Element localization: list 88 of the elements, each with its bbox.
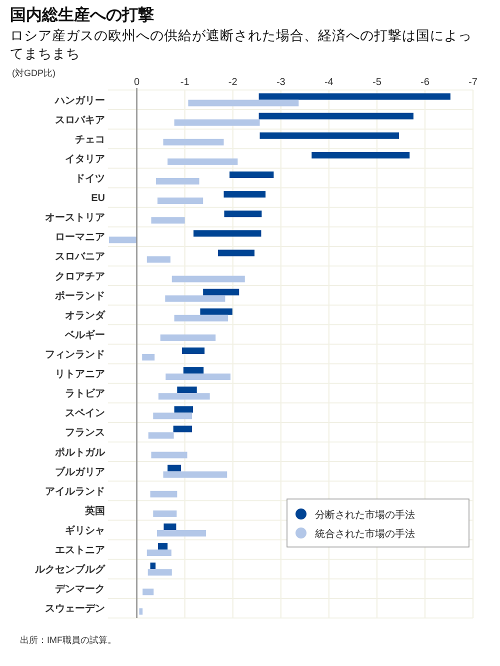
y-tick-label: フィンランド — [45, 350, 105, 360]
y-tick-label: ギリシャ — [65, 524, 105, 536]
x-tick-label: -5 — [372, 77, 382, 88]
y-tick-label: クロアチア — [55, 271, 105, 282]
y-tick-label: オーストリア — [45, 212, 105, 224]
bar — [258, 112, 414, 120]
y-tick-label: 英国 — [84, 504, 105, 517]
y-tick-label: ハンガリー — [54, 95, 105, 106]
bar — [174, 406, 194, 413]
y-tick-label: ローマニア — [55, 232, 105, 244]
y-tick-label: ドイツ — [75, 174, 105, 184]
bar — [165, 295, 226, 302]
bar — [146, 550, 172, 556]
bar — [150, 562, 156, 570]
bar — [183, 367, 204, 374]
text: (対GDP比) — [12, 68, 56, 78]
x-tick-label: -1 — [180, 77, 190, 88]
bar — [142, 588, 154, 596]
bar — [148, 432, 174, 439]
y-tick-label: ポルトガル — [54, 447, 106, 458]
bar — [168, 158, 238, 165]
y-tick-label: スウェーデン — [45, 604, 105, 615]
bar — [164, 524, 176, 530]
y-tick-label: オランダ — [65, 309, 106, 322]
y-tick-label: アイルランド — [45, 486, 105, 498]
y-tick-label: ラトビア — [65, 388, 105, 400]
bar — [312, 152, 410, 158]
y-tick-label: スロバキア — [55, 114, 105, 126]
y-tick-label: フランス — [65, 428, 105, 439]
bar — [168, 464, 181, 472]
bar — [156, 178, 200, 184]
y-tick-label: ルクセンブルグ — [34, 564, 106, 576]
bar — [258, 93, 450, 100]
bar — [142, 354, 155, 360]
x-tick-label: 0 — [134, 77, 140, 88]
chart-subtitle: ロシア産ガスの欧州への供給が遮断された場合、経済への打撃は国によってまちまち — [10, 28, 472, 61]
text: 出所：IMF職員の試算。 — [20, 635, 116, 645]
bar — [182, 348, 205, 354]
bar — [173, 426, 192, 432]
legend-label: 統合された市場の手法 — [315, 528, 415, 540]
bar — [166, 374, 230, 380]
bar — [163, 471, 228, 478]
bar — [203, 288, 240, 296]
x-tick-label: -4 — [324, 77, 334, 88]
bar — [163, 138, 224, 146]
bar — [260, 132, 400, 139]
legend-label: 分断された市場の手法 — [315, 509, 415, 521]
bar — [158, 543, 168, 550]
bar — [174, 314, 228, 322]
bar — [139, 608, 143, 615]
bar — [230, 172, 274, 178]
y-tick-label: ベルギー — [64, 328, 105, 341]
bar — [218, 250, 254, 256]
bar — [160, 334, 216, 341]
bar — [151, 217, 185, 224]
bar — [156, 530, 206, 536]
bar — [172, 276, 245, 282]
y-tick-label: エストニア — [55, 545, 105, 556]
y-tick-label: イタリア — [65, 154, 105, 165]
bar — [153, 510, 177, 517]
chart-title: 国内総生産への打撃 — [10, 5, 154, 24]
y-tick-label: EU — [91, 193, 105, 204]
y-tick-label: デンマーク — [55, 584, 105, 596]
bar — [153, 412, 192, 420]
bar — [174, 119, 260, 126]
bar — [177, 386, 197, 394]
bar — [146, 256, 170, 263]
y-tick-label: ブルガリア — [55, 466, 105, 478]
bar — [188, 100, 299, 106]
x-tick-label: -6 — [420, 77, 430, 88]
y-tick-label: スペイン — [65, 408, 105, 420]
x-tick-label: -7 — [468, 77, 478, 88]
bar — [224, 210, 262, 218]
y-tick-label: チェコ — [75, 134, 105, 146]
bar — [108, 236, 137, 244]
y-tick-label: ポーランド — [54, 290, 105, 302]
bar — [158, 393, 210, 400]
y-tick-label: リトアニア — [55, 369, 105, 380]
bar — [224, 191, 266, 198]
bar — [200, 308, 232, 315]
x-tick-label: -2 — [228, 77, 238, 88]
bar — [157, 198, 204, 204]
x-tick-label: -3 — [276, 77, 286, 88]
bar — [193, 230, 262, 237]
bar — [148, 569, 172, 576]
bar — [150, 490, 178, 498]
y-tick-label: スロバニア — [55, 252, 105, 263]
bar — [151, 452, 188, 458]
